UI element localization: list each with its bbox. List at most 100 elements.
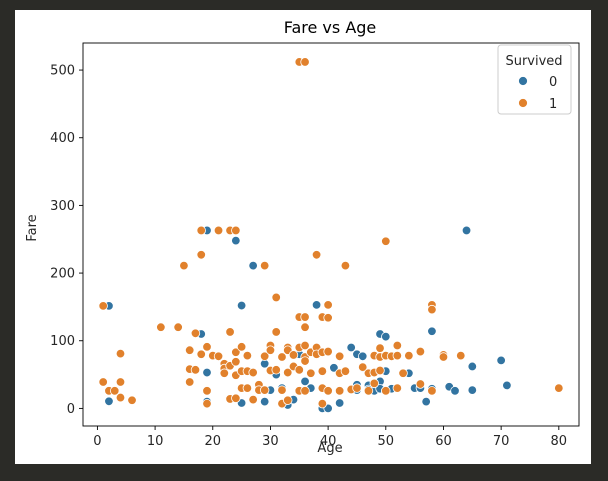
data-point (427, 304, 437, 315)
data-point (450, 386, 460, 396)
data-point (392, 350, 403, 361)
data-point (196, 349, 206, 359)
data-point (104, 396, 114, 407)
data-point (259, 396, 270, 407)
x-tick-label: 70 (493, 434, 510, 449)
data-point (236, 342, 247, 352)
data-point (334, 351, 345, 362)
x-tick-label: 50 (378, 434, 395, 449)
data-point (346, 342, 356, 353)
data-point (231, 393, 241, 403)
data-point (311, 250, 322, 260)
data-point (265, 345, 276, 355)
data-point (438, 352, 449, 362)
x-tick-label: 30 (262, 434, 279, 449)
data-point (352, 383, 362, 393)
data-point (202, 386, 212, 396)
legend-marker-1 (518, 98, 528, 108)
x-tick-label: 60 (435, 434, 452, 449)
data-point (300, 356, 310, 366)
x-axis-label: Age (317, 441, 342, 456)
y-tick-label: 200 (50, 267, 75, 282)
data-point (554, 383, 564, 393)
data-point (317, 366, 328, 376)
data-point (283, 367, 293, 378)
data-point (173, 322, 183, 332)
data-point (202, 342, 212, 352)
data-point (317, 398, 328, 409)
data-point (271, 292, 281, 303)
data-point (190, 328, 201, 338)
data-point (311, 300, 322, 310)
data-point (381, 236, 391, 246)
figure: Fare vs Age 0 10 20 30 40 50 60 70 80 0 100 200 300 4… (15, 10, 591, 464)
data-point (415, 346, 426, 357)
data-point (115, 377, 126, 387)
data-point (340, 366, 351, 376)
data-point (219, 368, 230, 378)
data-point (467, 361, 478, 372)
data-point (404, 350, 414, 361)
y-tick-label: 100 (50, 334, 75, 349)
data-point (502, 380, 512, 391)
legend-title: Survived (505, 54, 562, 69)
data-point (259, 260, 270, 271)
legend-marker-0 (518, 76, 528, 86)
data-point (190, 365, 201, 375)
data-point (363, 386, 374, 396)
data-point (415, 379, 426, 389)
data-point (467, 385, 478, 395)
legend-label-1: 1 (549, 97, 557, 112)
data-point (277, 385, 287, 395)
data-point (242, 383, 253, 393)
data-point (300, 376, 310, 387)
data-point (300, 386, 310, 396)
data-point (381, 331, 391, 342)
data-point (392, 340, 403, 351)
y-axis-label: Fare (25, 214, 40, 241)
data-point (392, 383, 403, 393)
data-point (375, 343, 385, 353)
data-point (427, 326, 437, 336)
data-point (98, 377, 108, 387)
data-point (196, 250, 206, 260)
y-tick-label: 400 (50, 131, 75, 146)
data-point (369, 378, 379, 389)
data-point (231, 347, 241, 357)
data-point (110, 386, 120, 396)
data-point (242, 350, 253, 361)
data-point (115, 348, 126, 359)
data-point (334, 398, 345, 408)
data-point (98, 301, 108, 311)
data-point (156, 322, 166, 332)
data-point (375, 365, 385, 376)
data-point (213, 225, 224, 236)
data-point (283, 395, 293, 405)
data-point (277, 352, 287, 362)
data-point (358, 362, 368, 372)
legend: Survived 0 1 (497, 44, 572, 115)
data-point (306, 368, 316, 378)
data-point (323, 386, 333, 396)
axes-frame (82, 42, 580, 427)
x-tick-label: 10 (147, 434, 164, 449)
data-point (461, 225, 472, 236)
data-point (334, 386, 345, 396)
data-point (213, 351, 224, 362)
data-point (288, 350, 299, 360)
chart-title: Fare vs Age (284, 18, 377, 37)
data-point (456, 350, 466, 361)
data-point (381, 386, 391, 396)
data-point (236, 300, 247, 311)
data-point (300, 57, 310, 67)
y-tick-label: 0 (67, 402, 75, 417)
data-point (248, 260, 258, 271)
data-point (184, 345, 195, 355)
x-tick-label: 20 (204, 434, 221, 449)
data-point (225, 327, 235, 337)
data-point (323, 346, 333, 357)
data-point (259, 385, 270, 395)
data-point (271, 327, 281, 337)
scatter-chart: Fare vs Age 0 10 20 30 40 50 60 70 8001002003004… (25, 18, 580, 456)
data-point (294, 365, 304, 375)
